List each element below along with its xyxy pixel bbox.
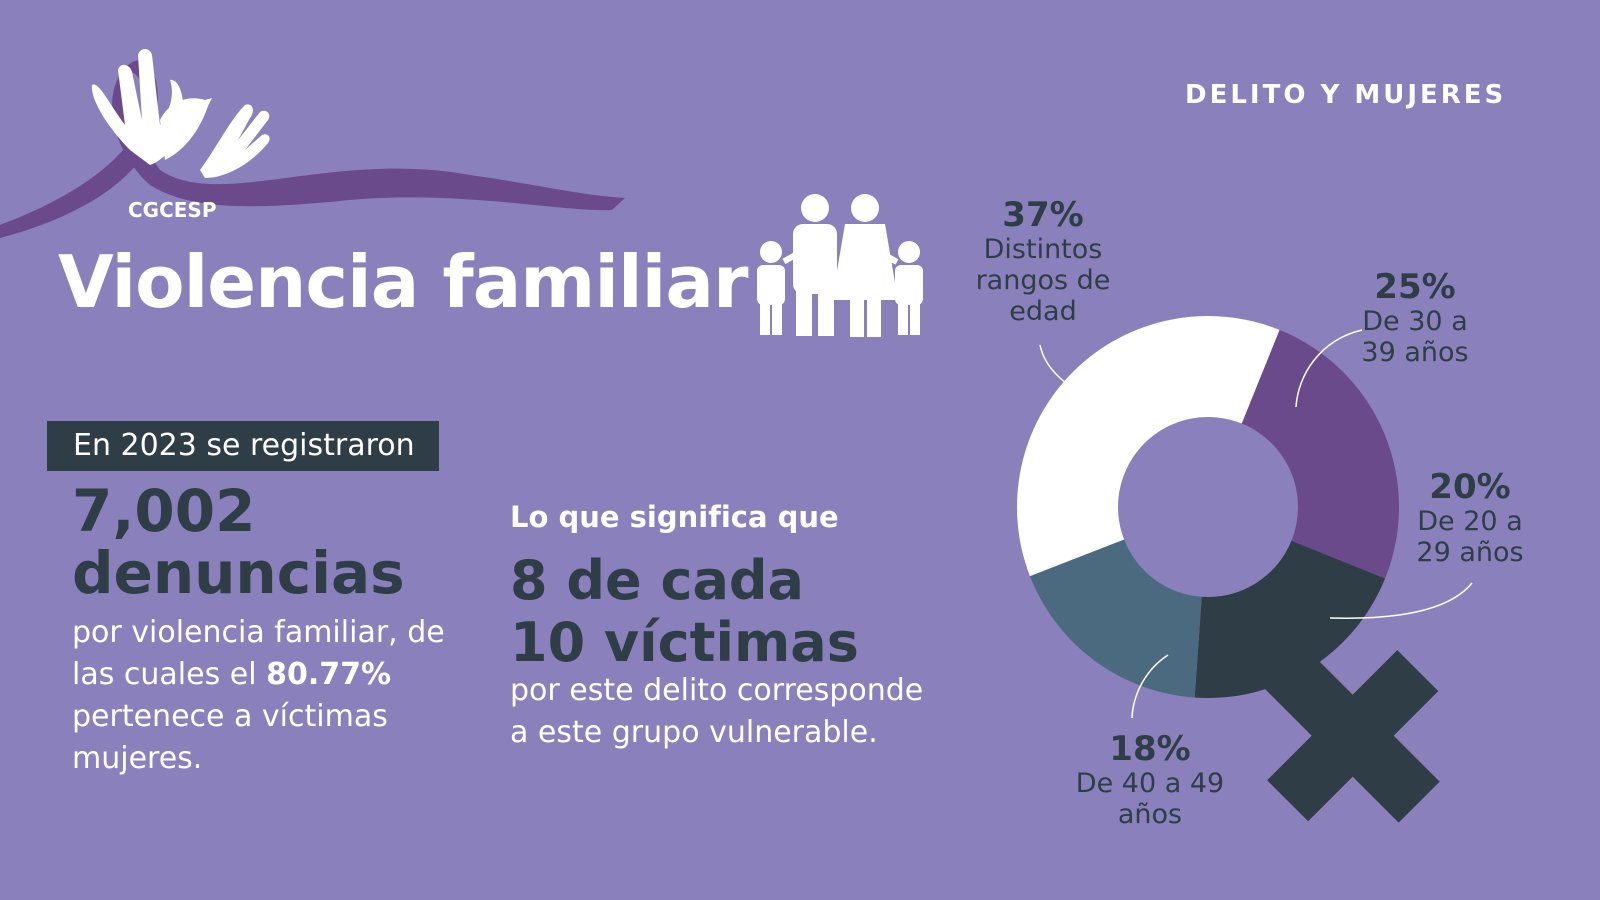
leader-lines [1039,329,1473,719]
category-label: De 20 a 29 años [1416,506,1524,568]
section-title: DELITO Y MUJERES [1185,80,1507,110]
big-number: 7,002 [72,477,256,545]
donut-label: 25% De 30 a 39 años [1350,268,1480,368]
donut-label: 18% De 40 a 49 años [1070,730,1230,830]
hands [91,49,270,178]
logo-text: CGCESP [128,198,217,222]
middle-text: por este delito corresponde a este grupo… [510,673,924,750]
headline: 8 de cada 10 víctimas [510,549,859,674]
category-label: Distintos rangos de edad [975,234,1111,327]
big-unit: denuncias [72,539,405,607]
donut-segment [1194,540,1386,698]
category-label: De 30 a 39 años [1361,306,1469,368]
value-label: 37% [1002,195,1084,235]
donut-label: 20% De 20 a 29 años [1400,468,1540,568]
left-text: por violencia familiar, de las cuales el… [72,612,452,780]
text: pertenece a víctimas mujeres. [72,699,388,776]
category-label: De 40 a 49 años [1075,768,1225,830]
family-icon [757,194,923,337]
value-label: 20% [1429,467,1511,507]
donut-segment [1017,316,1280,577]
value-label: 25% [1374,267,1456,307]
donut-segment [1029,539,1202,698]
donut-segment [1241,329,1399,579]
donut-label: 37% Distintos rangos de edad [968,196,1118,327]
value-label: 18% [1109,729,1191,769]
text: por violencia familiar, de las cuales el [72,615,445,692]
highlight: 80.77% [266,657,392,692]
intro-box: En 2023 se registraron [47,421,439,471]
donut [1017,316,1399,698]
title: Violencia familiar [58,240,748,324]
lead: Lo que significa que [510,500,839,534]
